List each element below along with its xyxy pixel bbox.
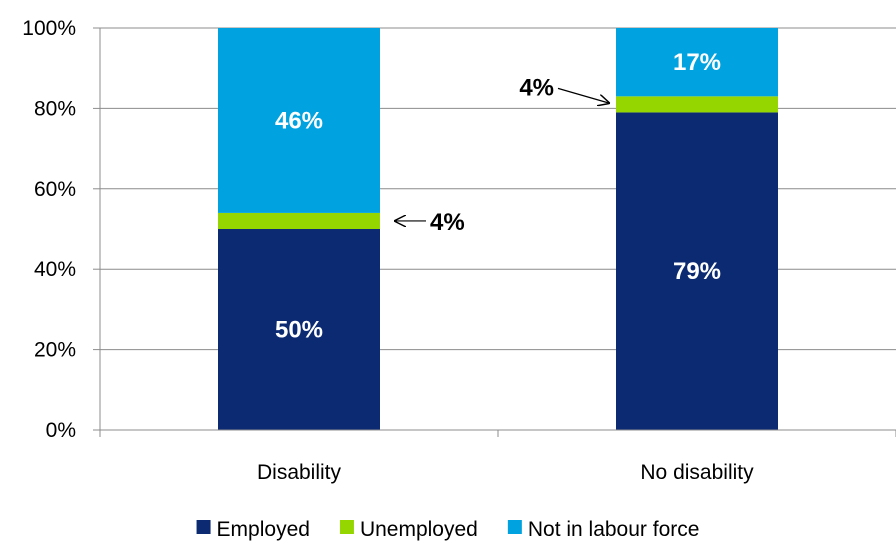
bar-segment-not-in-labour-force <box>616 28 778 97</box>
legend-label: Not in labour force <box>528 518 700 541</box>
legend-item: Employed <box>196 518 310 541</box>
data-label: 46% <box>275 107 323 134</box>
data-label: 50% <box>275 317 323 344</box>
y-tick-label: 80% <box>34 97 76 120</box>
data-labels: 50% 4% 46% 79% 4% 17% <box>275 49 721 343</box>
y-tick-label: 0% <box>46 419 76 442</box>
data-label: 79% <box>673 258 721 285</box>
legend: Employed Unemployed Not in labour force <box>196 518 700 541</box>
y-tick-label: 60% <box>34 178 76 201</box>
x-category-label: Disability <box>257 461 342 484</box>
y-tick-label: 20% <box>34 339 76 362</box>
axes: 0% 20% 40% 60% 80% 100% Disability No disabilit… <box>22 17 896 484</box>
y-tick-label: 40% <box>34 258 76 281</box>
legend-swatch <box>339 520 354 534</box>
legend-swatch <box>196 520 211 534</box>
legend-item: Unemployed <box>339 518 478 541</box>
bar-segment-not-in-labour-force <box>218 28 380 213</box>
bar-segment-employed <box>616 112 778 431</box>
legend-label: Unemployed <box>360 518 478 541</box>
y-tick-label: 100% <box>22 17 76 40</box>
bar-segment-unemployed <box>616 96 778 113</box>
callout-arrow <box>557 87 610 103</box>
data-label: 4% <box>430 209 465 236</box>
bar-segment-employed <box>218 229 380 430</box>
data-label: 17% <box>673 49 721 76</box>
x-category-label: No disability <box>640 461 754 484</box>
data-label: 4% <box>519 74 554 101</box>
bar-segment-unemployed <box>218 212 380 229</box>
legend-label: Employed <box>217 518 310 541</box>
legend-swatch <box>507 520 522 534</box>
legend-item: Not in labour force <box>507 518 700 541</box>
bars <box>218 28 778 431</box>
